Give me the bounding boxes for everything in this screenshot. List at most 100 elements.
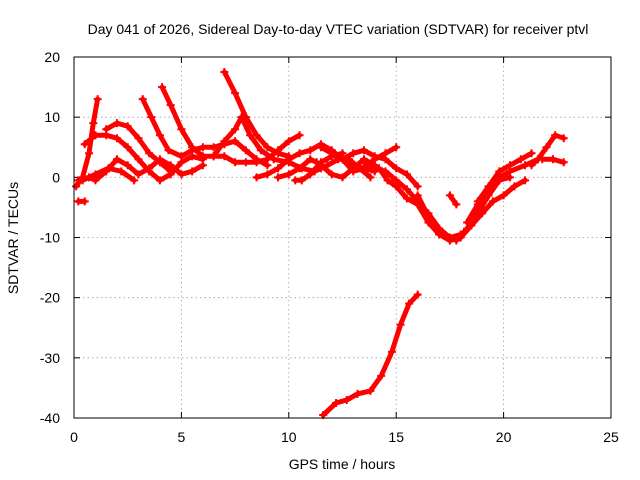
data-point <box>284 137 293 146</box>
series-track-19 <box>452 173 515 245</box>
data-point <box>158 83 167 92</box>
data-point <box>463 218 472 227</box>
data-point <box>117 167 126 176</box>
series-track-26 <box>74 197 89 206</box>
series-track-24 <box>538 155 568 167</box>
data-point <box>445 191 454 200</box>
data-point <box>542 143 551 152</box>
data-point <box>231 137 240 146</box>
series-track-22 <box>445 191 461 209</box>
data-point <box>177 125 186 134</box>
data-point <box>392 164 401 173</box>
data-point <box>155 158 164 167</box>
data-point <box>284 170 293 179</box>
y-tick-label: -30 <box>40 350 60 366</box>
data-point <box>123 143 132 152</box>
data-point <box>198 161 207 170</box>
data-point <box>80 197 89 206</box>
y-axis-label: SDTVAR / TECUs <box>5 182 21 294</box>
data-point <box>274 164 283 173</box>
data-point <box>377 371 386 380</box>
data-point <box>359 146 368 155</box>
data-point <box>396 320 405 329</box>
data-point <box>338 173 347 182</box>
data-point <box>166 167 175 176</box>
data-point <box>145 164 154 173</box>
data-point <box>89 119 98 128</box>
data-point <box>381 155 390 164</box>
data-point <box>231 125 240 134</box>
data-point <box>237 113 246 122</box>
data-point <box>147 113 156 122</box>
data-point <box>349 149 358 158</box>
data-point <box>370 152 379 161</box>
data-point <box>366 386 375 395</box>
data-point <box>134 155 143 164</box>
grid <box>74 57 611 418</box>
data-point <box>123 122 132 131</box>
data-point <box>112 119 121 128</box>
data-point <box>134 134 143 143</box>
data-point <box>506 161 515 170</box>
data-point <box>549 155 558 164</box>
y-tick-label: -40 <box>40 410 60 426</box>
data-point <box>413 182 422 191</box>
axis-ticks: 0 5 10 15 20 25 20 10 0 -10 -20 -30 -40 <box>40 49 619 445</box>
data-point <box>295 149 304 158</box>
data-point <box>155 131 164 140</box>
data-point <box>155 176 164 185</box>
data-point <box>177 152 186 161</box>
data-point <box>527 149 536 158</box>
data-point <box>332 398 341 407</box>
data-point <box>359 158 368 167</box>
data-point <box>252 173 261 182</box>
data-point <box>274 173 283 182</box>
x-tick-label: 5 <box>178 429 186 445</box>
data-point <box>327 170 336 179</box>
y-tick-label: 10 <box>44 109 60 125</box>
data-point <box>138 95 147 104</box>
data-point <box>246 131 255 140</box>
data-point <box>349 164 358 173</box>
series-track-5 <box>102 119 175 176</box>
x-tick-label: 25 <box>603 429 619 445</box>
data-point <box>375 164 384 173</box>
data-point <box>484 182 493 191</box>
x-axis-label: GPS time / hours <box>289 456 396 472</box>
data-point <box>559 134 568 143</box>
data-point <box>306 146 315 155</box>
series-track <box>453 174 513 243</box>
data-point <box>269 155 278 164</box>
series-track-21 <box>473 149 536 206</box>
data-point <box>198 143 207 152</box>
data-point <box>295 164 304 173</box>
chart-title: Day 041 of 2026, Sidereal Day-to-day VTE… <box>88 21 589 37</box>
plot-frame <box>73 56 612 419</box>
data-point <box>435 227 444 236</box>
data-point <box>220 68 229 77</box>
data-point <box>93 95 102 104</box>
data-point <box>338 155 347 164</box>
data-point <box>452 236 461 245</box>
data-point <box>263 143 272 152</box>
data-point <box>499 191 508 200</box>
data-point <box>123 161 132 170</box>
data-point <box>317 143 326 152</box>
data-point <box>188 167 197 176</box>
data-point <box>559 158 568 167</box>
data-point <box>130 176 139 185</box>
data-point <box>392 182 401 191</box>
data-point <box>112 155 121 164</box>
data-point <box>274 149 283 158</box>
x-tick-label: 15 <box>388 429 404 445</box>
data-point <box>353 389 362 398</box>
data-point <box>241 158 250 167</box>
series-track-2 <box>80 131 207 185</box>
data-point <box>317 161 326 170</box>
data-point <box>516 155 525 164</box>
data-point <box>85 149 94 158</box>
data-point <box>383 176 392 185</box>
data-point <box>145 149 154 158</box>
x-tick-label: 10 <box>281 429 297 445</box>
